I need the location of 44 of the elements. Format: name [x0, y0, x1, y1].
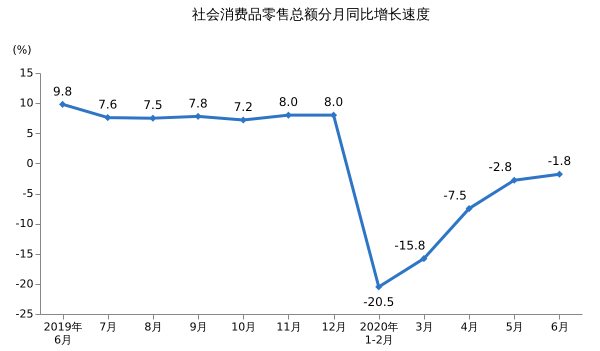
x-tick-label: 12月 [322, 320, 347, 334]
data-label: -2.8 [488, 160, 512, 174]
point [556, 170, 563, 178]
data-label: 9.8 [53, 84, 72, 98]
y-tick-label: -5 [22, 187, 34, 200]
y-tick-label: 0 [26, 156, 34, 170]
y-tick-label: 10 [20, 96, 34, 110]
point [59, 100, 66, 108]
x-tick-label: 6月 [550, 320, 569, 334]
y-tick-label: -25 [16, 308, 34, 320]
point [330, 112, 338, 119]
data-label: 7.2 [234, 100, 253, 114]
data-label: -1.8 [548, 154, 572, 168]
y-tick-label: 5 [26, 126, 34, 140]
point [510, 176, 518, 184]
y-tick-label: -15 [16, 247, 34, 260]
y-tick-label: 15 [20, 66, 34, 80]
data-label: -7.5 [443, 188, 467, 203]
data-label: -15.8 [394, 238, 426, 253]
x-tick-label: 2019年 6月 [44, 320, 83, 346]
data-label: 8.0 [324, 95, 344, 110]
y-tick-label: -10 [16, 217, 34, 230]
x-tick-label: 5月 [506, 320, 524, 334]
y-tick-label: -20 [16, 277, 34, 290]
point [466, 205, 473, 212]
x-tick-label: 8月 [144, 320, 162, 334]
x-tick-label: 10月 [231, 320, 256, 334]
x-tick-label: 9月 [190, 320, 208, 334]
point [375, 283, 382, 290]
x-tick-label: 7月 [99, 320, 118, 334]
data-label: -20.5 [363, 294, 394, 309]
point [420, 255, 428, 262]
x-tick-label: 2020年 1-2月 [360, 320, 399, 346]
data-label: 7.6 [98, 98, 118, 112]
data-label: 7.8 [188, 96, 208, 110]
x-tick-label: 4月 [460, 320, 479, 334]
data-label: 7.5 [143, 98, 162, 112]
point [104, 114, 112, 122]
x-tick-label: 11月 [276, 320, 302, 334]
x-tick-label: 3月 [415, 320, 434, 334]
data-label: 8.0 [278, 95, 298, 110]
chart-title: 社会消费品零售总额分月同比增长速度 [192, 7, 430, 23]
y-axis-title: (%) [12, 44, 32, 56]
point [240, 116, 247, 124]
